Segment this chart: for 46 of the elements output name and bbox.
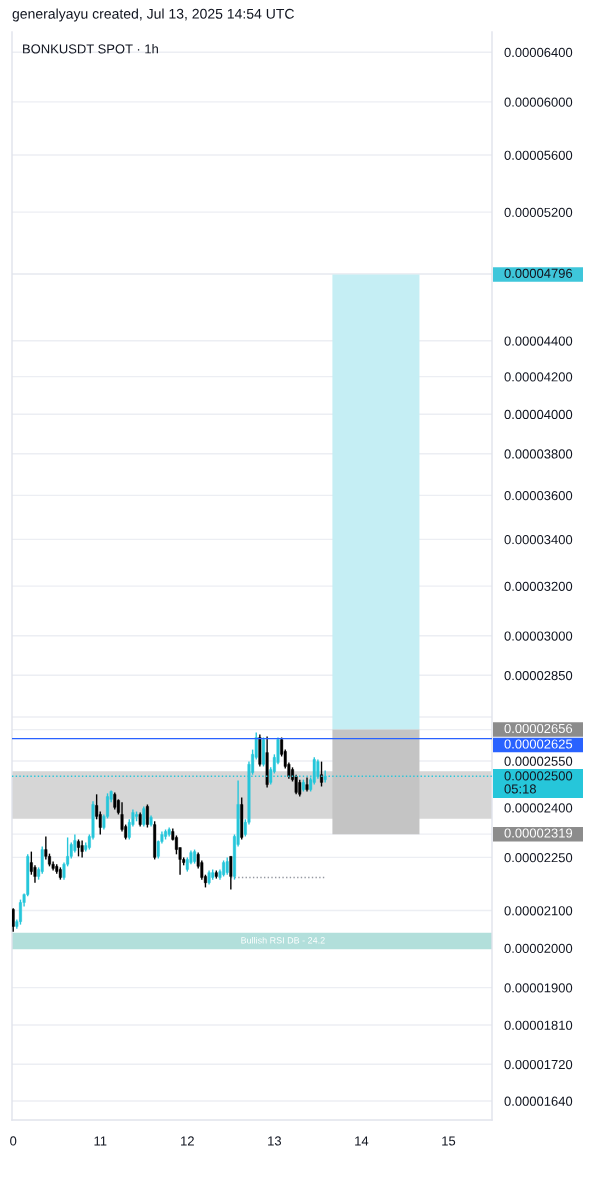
- y-tick-label: 0.00003600: [504, 491, 573, 501]
- candlestick: [145, 803, 149, 829]
- candlestick: [12, 907, 15, 933]
- y-tick-label: 0.00004400: [504, 336, 573, 346]
- y-tick-label: 0.00001810: [504, 1020, 573, 1030]
- y-tick-label: 0.00002550: [504, 756, 573, 766]
- y-tick-label: 0.00005600: [504, 150, 573, 160]
- y-tick-label: 0.00006000: [504, 97, 573, 107]
- y-tick-label: 0.00004200: [504, 372, 573, 382]
- candlestick: [262, 736, 265, 768]
- y-tick-label: 0.00005200: [504, 207, 573, 217]
- candlestick: [135, 810, 139, 822]
- y-tick-label: 0.00001640: [504, 1096, 573, 1106]
- x-tick-label: 13: [268, 1136, 282, 1146]
- candlestick: [77, 838, 80, 858]
- text: generalyayu created, Jul 13, 2025 14:54 UTC: [12, 8, 294, 22]
- x-tick-label: 12: [181, 1136, 194, 1146]
- y-tick-label: 0.00002250: [504, 853, 573, 863]
- candlestick: [174, 834, 178, 856]
- y-tick-label: 0.00001720: [504, 1059, 573, 1070]
- ref-line-label: 0.00002500 05:18: [504, 771, 573, 794]
- x-tick-label: 15: [442, 1136, 456, 1146]
- candlestick: [73, 833, 77, 854]
- candlestick: [142, 805, 146, 828]
- x-tick-label: 0: [10, 1136, 17, 1146]
- x-tick-label: 11: [94, 1136, 107, 1146]
- y-tick-label: 0.00004796: [504, 268, 573, 278]
- text: BONKUSDT SPOT · 1h: [23, 43, 158, 54]
- y-tick-label: 0.00003800: [504, 449, 573, 459]
- y-tick-label: 0.00001900: [504, 983, 573, 993]
- band-label: Bullish RSI DB - 24.2: [241, 936, 325, 944]
- x-tick-label: 14: [355, 1136, 369, 1146]
- y-tick-label: 0.00002656: [504, 723, 573, 734]
- y-tick-label: 0.00006400: [504, 47, 573, 58]
- y-tick-label: 0.00002850: [504, 670, 573, 681]
- y-tick-label: 0.00003000: [504, 631, 573, 641]
- candlestick: [229, 855, 233, 891]
- y-tick-label: 0.00003200: [504, 581, 573, 591]
- y-tick-label: 0.00003400: [504, 535, 573, 545]
- y-tick-label: 0.00002000: [504, 943, 573, 953]
- ref-line-label: 0.00002625: [504, 739, 573, 749]
- candlestick: [320, 760, 323, 788]
- y-tick-label: 0.00002100: [504, 906, 573, 916]
- y-tick-label: 0.00002319: [504, 828, 573, 838]
- y-tick-label: 0.00002400: [504, 803, 573, 813]
- y-tick-label: 0.00004000: [504, 409, 573, 420]
